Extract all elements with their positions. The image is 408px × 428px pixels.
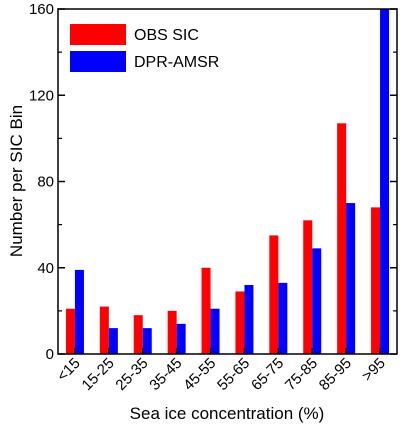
bar-dpr-amsr-2 xyxy=(142,328,152,354)
x-tick-label: 45-55 xyxy=(180,355,219,394)
bar-obs-sic-1 xyxy=(99,306,109,354)
bar-obs-sic-4 xyxy=(201,267,211,354)
x-tick-label: 55-65 xyxy=(214,355,253,394)
x-tick-label: 25-35 xyxy=(112,355,151,394)
bar-obs-sic-7 xyxy=(303,220,313,354)
x-tick-label: 75-85 xyxy=(282,355,321,394)
bar-dpr-amsr-0 xyxy=(74,269,84,354)
bars-layer xyxy=(65,9,390,354)
bar-obs-sic-8 xyxy=(337,123,347,354)
bar-obs-sic-0 xyxy=(65,308,75,354)
bar-obs-sic-2 xyxy=(133,315,143,354)
legend-swatch xyxy=(70,51,126,72)
legend-label: DPR-AMSR xyxy=(134,54,219,71)
bar-obs-sic-3 xyxy=(167,310,177,354)
y-axis: 0 40 80 120 160 xyxy=(29,1,397,363)
x-axis: <1515-2525-3535-4545-5555-6565-7575-8585… xyxy=(54,348,389,394)
x-tick-label: 65-75 xyxy=(248,355,287,394)
x-tick-label: 15-25 xyxy=(79,355,118,394)
y-tick-label: 160 xyxy=(29,1,54,18)
y-tick-label: 0 xyxy=(46,346,54,363)
bar-dpr-amsr-8 xyxy=(346,203,356,354)
x-tick-label: 35-45 xyxy=(146,355,185,394)
bar-dpr-amsr-9 xyxy=(380,9,390,354)
y-axis-title: Number per SIC Bin xyxy=(7,105,26,257)
bar-dpr-amsr-4 xyxy=(210,308,220,354)
legend-label: OBS SIC xyxy=(134,27,199,44)
legend: OBS SIC DPR-AMSR xyxy=(70,24,219,72)
legend-swatch xyxy=(70,24,126,45)
x-tick-label: 85-95 xyxy=(316,355,355,394)
y-tick-label: 40 xyxy=(37,260,54,277)
bar-dpr-amsr-1 xyxy=(108,328,118,354)
y-tick-label: 80 xyxy=(37,174,54,191)
bar-obs-sic-6 xyxy=(269,235,279,354)
x-tick-label: >95 xyxy=(359,355,389,385)
bar-dpr-amsr-5 xyxy=(244,285,254,354)
y-tick-label: 120 xyxy=(29,87,54,104)
bar-dpr-amsr-6 xyxy=(278,282,288,354)
x-axis-title: Sea ice concentration (%) xyxy=(130,404,325,423)
bar-dpr-amsr-3 xyxy=(176,323,186,354)
bar-dpr-amsr-7 xyxy=(312,248,322,354)
bar-obs-sic-9 xyxy=(371,207,381,354)
bar-obs-sic-5 xyxy=(235,291,245,354)
